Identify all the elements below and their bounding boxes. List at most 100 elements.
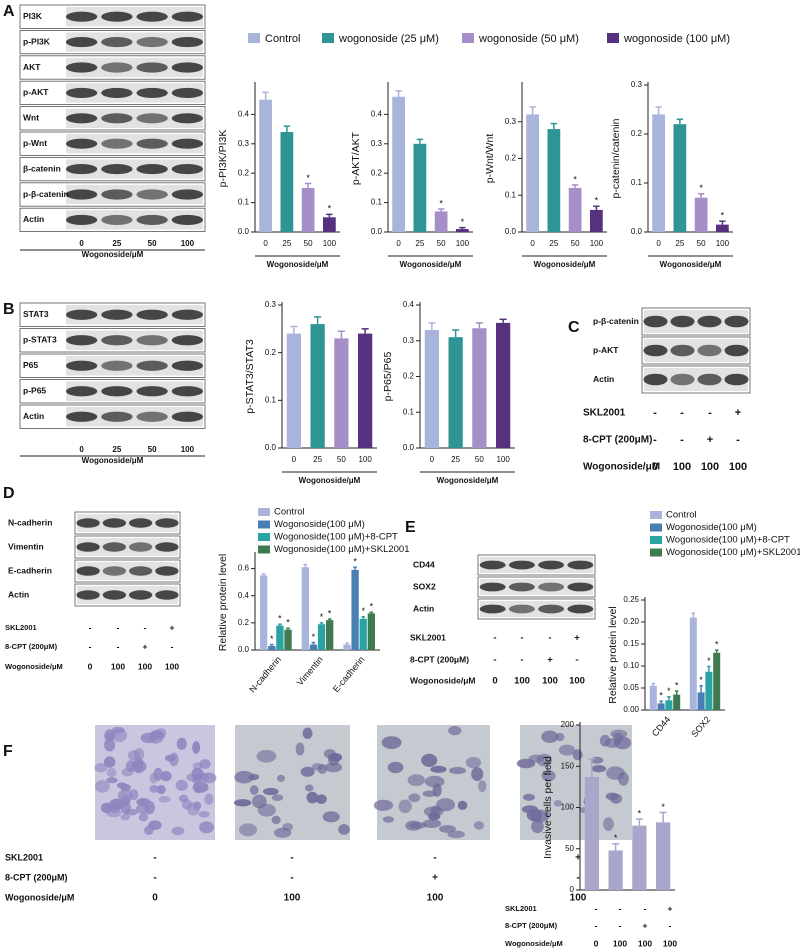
blot-label: E-cadherin bbox=[8, 565, 52, 575]
condition-cell: - bbox=[669, 920, 672, 930]
cell bbox=[234, 770, 254, 784]
condition-cell: - bbox=[493, 655, 496, 666]
blot-bg bbox=[480, 579, 593, 595]
blot-band bbox=[171, 37, 204, 48]
cell bbox=[192, 741, 201, 754]
condition-label: 8-CPT (200μM) bbox=[583, 435, 652, 446]
cell bbox=[609, 793, 623, 804]
blot-label: p-STAT3 bbox=[23, 335, 57, 345]
y-tick-label: 0.4 bbox=[238, 591, 250, 600]
bar bbox=[286, 333, 301, 448]
bar bbox=[697, 692, 705, 710]
blot-band bbox=[76, 542, 100, 552]
y-tick-label: 0.25 bbox=[623, 595, 639, 604]
cell bbox=[127, 750, 141, 761]
cell bbox=[233, 799, 252, 807]
y-axis-label: Invasive cells per field bbox=[542, 756, 554, 859]
blot-band bbox=[479, 582, 506, 592]
significance: * bbox=[573, 174, 577, 184]
condition-cell: 0 bbox=[594, 938, 599, 948]
x-tick-label: 25 bbox=[675, 239, 684, 248]
cell bbox=[94, 763, 108, 773]
condition-cell: 100 bbox=[570, 893, 587, 904]
condition-cell: - bbox=[290, 853, 293, 864]
x-tick-label: Vimentin bbox=[295, 654, 325, 687]
cell bbox=[176, 737, 187, 750]
cell bbox=[457, 800, 468, 811]
x-tick-label: 100 bbox=[496, 455, 510, 464]
x-tick-label: 50 bbox=[697, 239, 706, 248]
y-tick-label: 0.1 bbox=[505, 190, 517, 199]
y-tick-label: 0.2 bbox=[238, 618, 250, 627]
cell bbox=[382, 816, 395, 823]
condition-cell: - bbox=[708, 407, 712, 419]
condition-cell: - bbox=[644, 903, 647, 913]
blot-band bbox=[155, 518, 179, 528]
significance: * bbox=[699, 183, 703, 193]
lane-label: 100 bbox=[181, 239, 195, 248]
cell bbox=[435, 798, 456, 812]
micrograph bbox=[235, 725, 350, 840]
legend-label: wogonoside (25 μM) bbox=[338, 33, 439, 45]
blot-bg bbox=[66, 134, 203, 154]
cell bbox=[603, 817, 614, 832]
bar bbox=[448, 337, 463, 448]
bar bbox=[656, 822, 671, 890]
legend-swatch bbox=[462, 33, 474, 43]
y-tick-label: 0.2 bbox=[265, 348, 277, 357]
cell bbox=[171, 826, 185, 836]
legend-swatch bbox=[650, 548, 662, 557]
condition-cell: 100 bbox=[165, 661, 179, 671]
blot-band bbox=[76, 518, 100, 528]
cell bbox=[194, 772, 210, 783]
blot-band bbox=[65, 386, 98, 397]
bar bbox=[705, 671, 713, 710]
cell bbox=[531, 819, 544, 834]
blot-band bbox=[101, 164, 133, 175]
bar bbox=[358, 333, 373, 448]
cell bbox=[120, 801, 131, 815]
y-axis-label: p-Wnt/Wnt bbox=[484, 134, 496, 184]
blot-band bbox=[171, 214, 204, 225]
cell bbox=[120, 814, 130, 821]
bar bbox=[496, 322, 511, 448]
blot-band bbox=[102, 566, 127, 576]
blot-band bbox=[101, 37, 133, 48]
blot-band bbox=[101, 189, 133, 200]
y-tick-label: 0.2 bbox=[505, 154, 517, 163]
x-tick-label: 50 bbox=[571, 239, 580, 248]
y-axis-label: Relative protein level bbox=[607, 606, 619, 703]
significance: * bbox=[675, 680, 679, 690]
condition-cell: + bbox=[143, 641, 148, 651]
panel-letter: C bbox=[568, 319, 580, 336]
condition-cell: - bbox=[576, 873, 579, 884]
bar bbox=[652, 114, 665, 232]
significance: * bbox=[439, 198, 443, 208]
blot-band bbox=[101, 335, 133, 346]
y-tick-label: 0.3 bbox=[265, 300, 277, 309]
blot-label: p-PI3K bbox=[23, 36, 51, 46]
blot-band bbox=[102, 518, 127, 528]
cell bbox=[613, 736, 632, 750]
condition-cell: - bbox=[117, 622, 120, 632]
significance: * bbox=[353, 557, 357, 567]
condition-cell: - bbox=[595, 920, 598, 930]
blot-band bbox=[697, 373, 722, 386]
blot-band bbox=[538, 560, 565, 570]
cell bbox=[430, 765, 447, 773]
legend-swatch bbox=[650, 536, 662, 544]
bar bbox=[694, 197, 708, 232]
blot-band bbox=[508, 604, 535, 614]
blot-band bbox=[101, 360, 133, 371]
blot-band bbox=[136, 386, 168, 397]
blot-band bbox=[136, 87, 168, 98]
condition-cell: + bbox=[574, 633, 580, 644]
bar bbox=[280, 132, 294, 232]
bar bbox=[326, 620, 334, 650]
bar bbox=[434, 211, 448, 232]
cell bbox=[311, 763, 324, 771]
blot-band bbox=[508, 560, 535, 570]
condition-label: Wogonoside/μM bbox=[5, 892, 74, 902]
cell bbox=[149, 784, 159, 793]
condition-cell: - bbox=[680, 407, 684, 419]
